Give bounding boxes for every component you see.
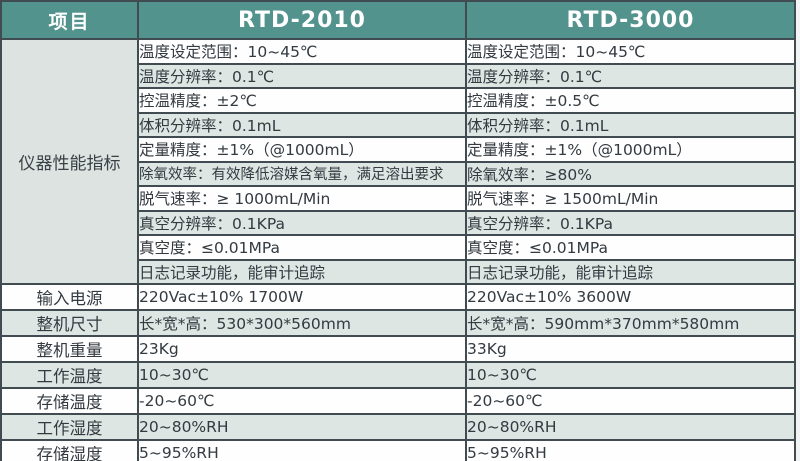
spec-cell-storage-humidity-a: 5~95%RH — [137, 439, 467, 461]
spec-cell-storage-temp-b: -20~60℃ — [465, 387, 796, 415]
table-row: 除氧效率：有效降低溶媒含氧量，满足溶出要求 除氧效率：≥80% — [1, 160, 796, 187]
spec-cell-work-humidity-a: 20~80%RH — [137, 413, 467, 441]
spec-cell-power-b: 220Vac±10% 3600W — [465, 283, 796, 311]
table-row: 真空分辨率：0.1KPa 真空分辨率：0.1KPa — [1, 209, 796, 236]
table-row: 存储湿度 5~95%RH 5~95%RH — [0, 439, 796, 461]
row-label-weight: 整机重量 — [0, 335, 139, 363]
spec-cell-deoxy-a: 除氧效率：有效降低溶媒含氧量，满足溶出要求 — [137, 160, 467, 187]
spec-cell-work-temp-a: 10~30℃ — [137, 361, 467, 389]
spec-cell-temp-res-a: 温度分辨率：0.1℃ — [137, 62, 467, 89]
spec-cell-vac-degree-a: 真空度：≤0.01MPa — [137, 234, 467, 261]
spec-cell-degas-rate-b: 脱气速率：≥ 1500mL/Min — [465, 185, 796, 212]
spec-cell-deoxy-b: 除氧效率：≥80% — [465, 160, 796, 187]
spec-cell-weight-a: 23Kg — [137, 335, 467, 363]
table-row: 定量精度：±1%（@1000mL） 定量精度：±1%（@1000mL） — [1, 136, 796, 163]
spec-cell-degas-rate-a: 脱气速率：≥ 1000mL/Min — [137, 185, 467, 212]
row-label-size: 整机尺寸 — [0, 309, 139, 337]
table-row: 真空度：≤0.01MPa 真空度：≤0.01MPa — [1, 234, 796, 261]
header-row: 项目 RTD-2010 RTD-3000 — [0, 0, 796, 40]
table-row: 整机尺寸 长*宽*高：530*300*560mm 长*宽*高：590mm*370… — [0, 309, 796, 337]
table-row: 输入电源 220Vac±10% 1700W 220Vac±10% 3600W — [0, 283, 796, 311]
header-item-column: 项目 — [0, 0, 139, 40]
row-label-work-temp: 工作温度 — [0, 361, 139, 389]
spec-cell-vac-degree-b: 真空度：≤0.01MPa — [465, 234, 796, 261]
spec-cell-size-a: 长*宽*高：530*300*560mm — [137, 309, 467, 337]
spec-cell-vol-res-a: 体积分辨率：0.1mL — [137, 111, 467, 138]
table-row: 体积分辨率：0.1mL 体积分辨率：0.1mL — [1, 111, 796, 138]
row-label-storage-temp: 存储温度 — [0, 387, 139, 415]
spec-cell-storage-temp-a: -20~60℃ — [137, 387, 467, 415]
spec-cell-weight-b: 33Kg — [465, 335, 796, 363]
spec-cell-quant-acc-a: 定量精度：±1%（@1000mL） — [137, 136, 467, 163]
table-row: 存储温度 -20~60℃ -20~60℃ — [0, 387, 796, 415]
spec-cell-temp-acc-a: 控温精度：±2℃ — [137, 87, 467, 114]
spec-cell-temp-range-a: 温度设定范围：10~45℃ — [137, 38, 467, 65]
table-row: 温度分辨率：0.1℃ 温度分辨率：0.1℃ — [1, 62, 796, 89]
spec-cell-log-b: 日志记录功能，能审计追踪 — [465, 258, 796, 285]
header-model-rtd3000: RTD-3000 — [465, 0, 796, 40]
spec-cell-power-a: 220Vac±10% 1700W — [137, 283, 467, 311]
spec-cell-log-a: 日志记录功能，能审计追踪 — [137, 258, 467, 285]
spec-cell-vol-res-b: 体积分辨率：0.1mL — [465, 111, 796, 138]
spec-cell-temp-res-b: 温度分辨率：0.1℃ — [465, 62, 796, 89]
perf-section-label: 仪器性能指标 — [0, 38, 139, 285]
table-row: 工作温度 10~30℃ 10~30℃ — [0, 361, 796, 389]
row-label-work-humidity: 工作湿度 — [0, 413, 139, 441]
table-row: 整机重量 23Kg 33Kg — [0, 335, 796, 363]
spec-cell-quant-acc-b: 定量精度：±1%（@1000mL） — [465, 136, 796, 163]
spec-cell-temp-acc-b: 控温精度：±0.5℃ — [465, 87, 796, 114]
row-label-power: 输入电源 — [0, 283, 139, 311]
spec-cell-storage-humidity-b: 5~95%RH — [465, 439, 796, 461]
spec-cell-temp-range-b: 温度设定范围：10~45℃ — [465, 38, 796, 65]
table-row: 仪器性能指标 温度设定范围：10~45℃ 温度设定范围：10~45℃ — [0, 38, 796, 285]
spec-cell-vac-res-b: 真空分辨率：0.1KPa — [465, 209, 796, 236]
header-model-rtd2010: RTD-2010 — [137, 0, 467, 40]
spec-cell-size-b: 长*宽*高：590mm*370mm*580mm — [465, 309, 796, 337]
table-row: 脱气速率：≥ 1000mL/Min 脱气速率：≥ 1500mL/Min — [1, 185, 796, 212]
table-row: 工作湿度 20~80%RH 20~80%RH — [0, 413, 796, 441]
row-label-storage-humidity: 存储湿度 — [0, 439, 139, 461]
spec-cell-work-temp-b: 10~30℃ — [465, 361, 796, 389]
spec-cell-work-humidity-b: 20~80%RH — [465, 413, 796, 441]
spec-cell-vac-res-a: 真空分辨率：0.1KPa — [137, 209, 467, 236]
